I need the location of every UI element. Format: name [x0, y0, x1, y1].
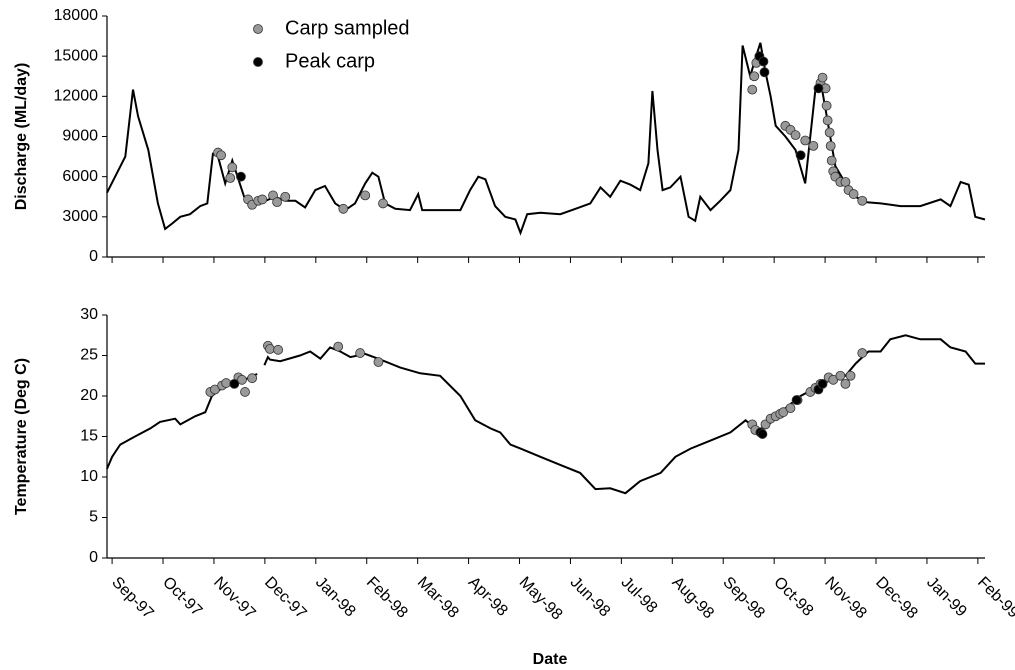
- marker: [257, 194, 268, 205]
- y-tick-label: 0: [89, 549, 98, 566]
- legend-marker: [253, 24, 263, 34]
- y-tick-label: 6000: [62, 168, 98, 185]
- x-tick-label: Feb-99: [974, 574, 1015, 622]
- marker: [835, 370, 846, 381]
- marker: [817, 72, 828, 83]
- y-tick-label: 15: [80, 428, 98, 445]
- x-tick-label: Aug-98: [668, 574, 717, 623]
- marker: [757, 429, 768, 439]
- y-axis-label: Temperature (Deg C): [13, 358, 30, 515]
- y-tick-label: 30: [80, 306, 98, 323]
- marker: [848, 189, 859, 199]
- marker: [857, 195, 868, 206]
- y-tick-label: 15000: [54, 47, 99, 64]
- marker: [355, 348, 366, 358]
- marker: [813, 83, 824, 94]
- x-tick-label: Oct-98: [770, 574, 816, 620]
- x-tick-label: Nov-98: [821, 574, 870, 623]
- marker: [247, 373, 258, 384]
- x-tick-label: Jan-98: [312, 574, 359, 621]
- legend-label: Carp sampled: [285, 17, 410, 39]
- marker: [759, 67, 770, 78]
- marker: [795, 150, 806, 161]
- marker: [280, 191, 291, 202]
- x-tick-label: Nov-97: [210, 574, 259, 623]
- marker: [808, 140, 819, 151]
- marker: [265, 344, 275, 354]
- y-tick-label: 25: [80, 347, 98, 364]
- marker: [216, 150, 226, 161]
- y-axis-label: Discharge (ML/day): [13, 63, 30, 211]
- x-tick-label: Mar-98: [414, 574, 462, 622]
- marker: [800, 135, 811, 146]
- legend-label: Peak carp: [285, 50, 375, 72]
- y-tick-label: 9000: [62, 128, 98, 145]
- x-tick-label: Dec-97: [261, 574, 310, 623]
- x-tick-label: Sep-98: [719, 574, 768, 623]
- marker: [333, 341, 344, 352]
- marker: [822, 115, 833, 126]
- legend-marker: [253, 57, 263, 67]
- marker: [825, 140, 836, 151]
- marker: [749, 71, 760, 82]
- x-tick-label: Dec-98: [872, 574, 921, 623]
- y-tick-label: 0: [89, 248, 98, 265]
- y-tick-label: 18000: [54, 7, 99, 24]
- marker: [273, 344, 284, 355]
- marker: [225, 173, 236, 183]
- x-tick-label: Feb-98: [363, 574, 411, 622]
- marker: [826, 155, 837, 166]
- marker: [845, 370, 856, 381]
- marker: [758, 56, 769, 67]
- marker: [824, 127, 835, 138]
- x-axis-label: Date: [533, 651, 568, 668]
- marker: [790, 130, 801, 141]
- y-tick-label: 10: [80, 468, 98, 485]
- y-tick-label: 5: [89, 509, 98, 526]
- marker: [857, 348, 868, 358]
- data-line: [106, 42, 986, 236]
- x-tick-label: Oct-97: [159, 574, 205, 620]
- y-tick-label: 3000: [62, 208, 98, 225]
- marker: [240, 387, 250, 397]
- marker: [840, 378, 851, 389]
- marker: [236, 171, 246, 182]
- x-tick-label: Jun-98: [567, 574, 614, 621]
- marker: [338, 203, 349, 214]
- x-tick-label: Sep-97: [108, 574, 157, 623]
- marker: [360, 190, 371, 201]
- marker: [227, 162, 238, 173]
- marker: [221, 378, 232, 388]
- marker: [791, 395, 802, 405]
- x-tick-label: Jan-99: [923, 574, 970, 621]
- x-tick-label: Apr-98: [465, 574, 511, 620]
- marker: [817, 378, 828, 389]
- marker: [378, 198, 388, 209]
- marker: [821, 100, 832, 111]
- marker: [747, 84, 758, 95]
- y-tick-label: 12000: [54, 88, 99, 105]
- marker: [785, 403, 796, 414]
- marker: [237, 374, 247, 385]
- x-tick-label: May-98: [516, 574, 566, 624]
- y-tick-label: 20: [80, 387, 98, 404]
- data-line: [106, 334, 985, 495]
- marker: [373, 357, 384, 367]
- marker: [229, 378, 240, 389]
- x-tick-label: Jul-98: [618, 574, 661, 617]
- marker: [272, 197, 282, 208]
